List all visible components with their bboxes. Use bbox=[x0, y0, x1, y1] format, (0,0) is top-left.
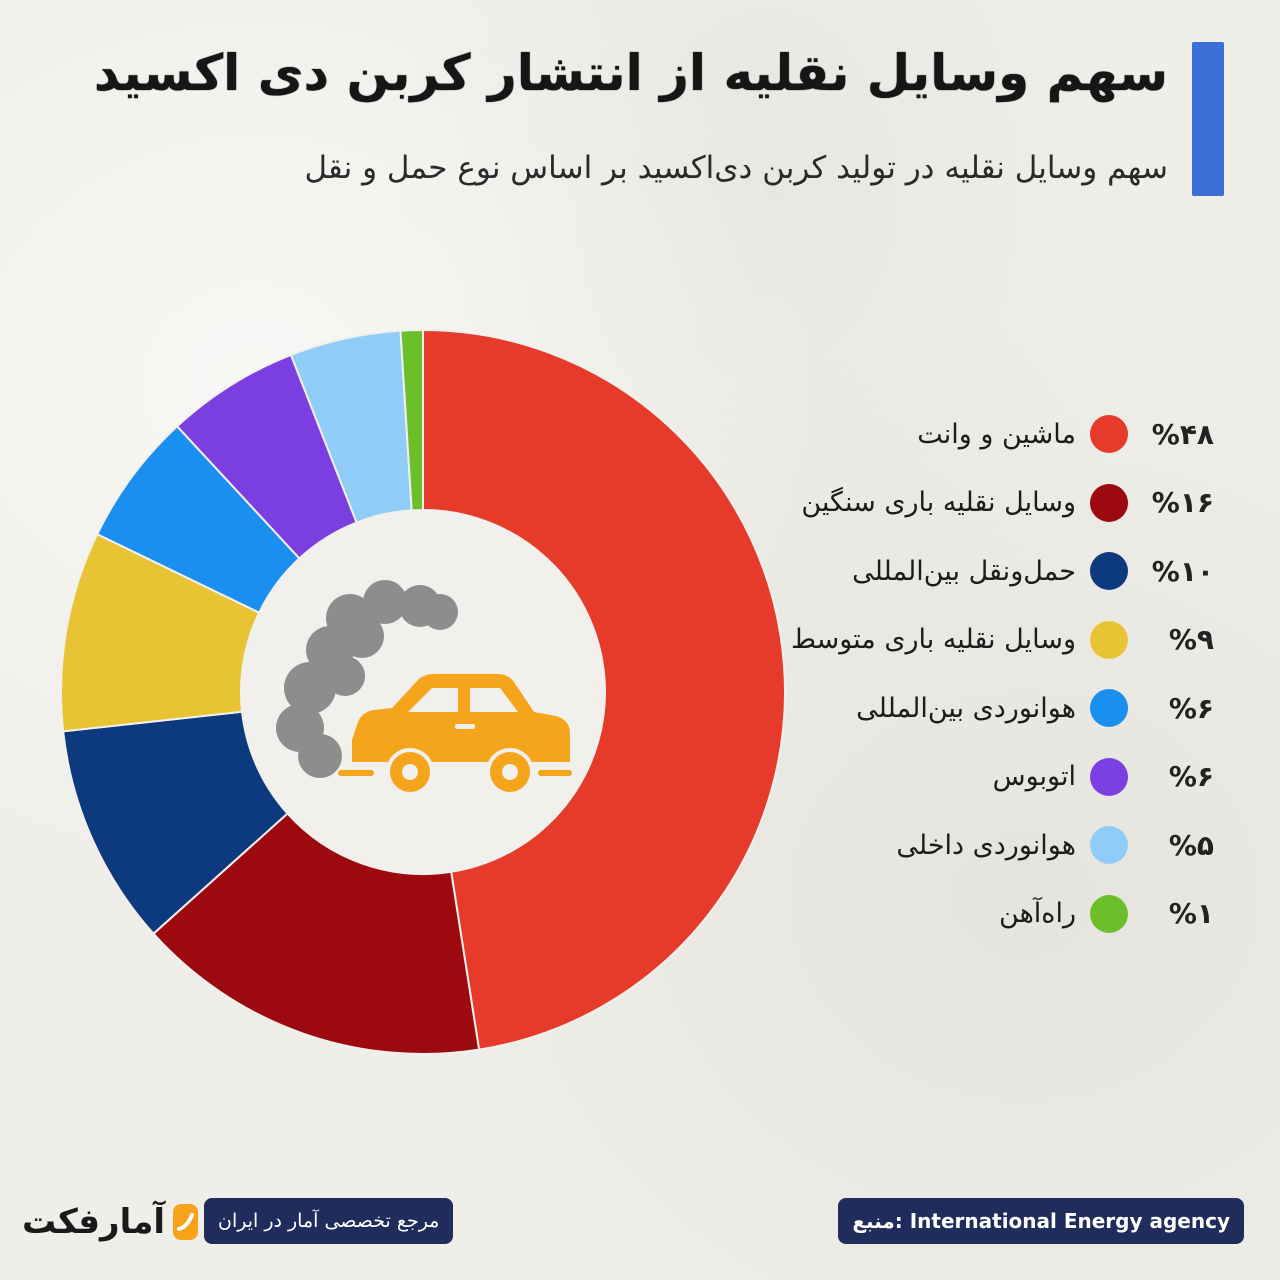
header-accent-bar bbox=[1192, 42, 1224, 196]
legend-value: %۶ bbox=[1168, 691, 1214, 725]
legend-label: وسایل نقلیه باری سنگین bbox=[801, 487, 1076, 518]
legend-swatch bbox=[1090, 757, 1128, 796]
legend-item: %۶ هوانوردی بین‌المللی bbox=[614, 688, 1214, 728]
legend-item: %۱ راه‌آهن bbox=[614, 894, 1214, 934]
legend-value: %۱۶ bbox=[1151, 486, 1214, 519]
logo-mark-icon bbox=[173, 1204, 198, 1240]
tagline-badge: مرجع تخصصی آمار در ایران bbox=[204, 1198, 454, 1244]
legend-label: حمل‌ونقل بین‌المللی bbox=[852, 555, 1076, 587]
legend-label: راه‌آهن bbox=[999, 898, 1076, 929]
legend-label: اتوبوس bbox=[992, 761, 1076, 792]
legend-swatch bbox=[1090, 826, 1128, 864]
legend-value: %۵ bbox=[1168, 828, 1214, 862]
brand-logo: آمارفکت bbox=[22, 1198, 198, 1246]
page-title: سهم وسایل نقلیه از انتشار کربن دی اکسید bbox=[93, 44, 1168, 102]
legend-item: %۶ اتوبوس bbox=[614, 757, 1214, 797]
legend-swatch bbox=[1090, 415, 1128, 453]
legend-label: هوانوردی داخلی bbox=[896, 829, 1076, 861]
legend-item: %۴۸ ماشین و وانت bbox=[614, 414, 1214, 454]
legend-label: ماشین و وانت bbox=[917, 418, 1076, 450]
chart-legend: %۴۸ ماشین و وانت %۱۶ وسایل نقلیه باری سنگین… bbox=[614, 414, 1214, 962]
legend-value: %۹ bbox=[1168, 623, 1214, 656]
legend-swatch bbox=[1090, 552, 1128, 590]
logo-text: آمارفکت bbox=[22, 1202, 166, 1242]
legend-label: هوانوردی بین‌المللی bbox=[856, 692, 1076, 724]
car-emission-icon bbox=[276, 580, 572, 796]
legend-value: %۱۰ bbox=[1151, 554, 1214, 588]
legend-item: %۵ هوانوردی داخلی bbox=[614, 825, 1214, 865]
legend-item: %۱۰ حمل‌ونقل بین‌المللی bbox=[614, 551, 1214, 591]
legend-swatch bbox=[1090, 620, 1128, 659]
legend-label: وسایل نقلیه باری متوسط bbox=[790, 624, 1076, 655]
legend-swatch bbox=[1090, 689, 1128, 727]
source-badge: منبع: International Energy agency bbox=[838, 1198, 1244, 1244]
legend-swatch bbox=[1090, 483, 1128, 522]
page-subtitle: سهم وسایل نقلیه در تولید کربن دی‌اکسید ب… bbox=[304, 150, 1168, 186]
legend-item: %۱۶ وسایل نقلیه باری سنگین bbox=[614, 483, 1214, 523]
legend-value: %۱ bbox=[1168, 897, 1214, 930]
legend-swatch bbox=[1090, 894, 1128, 933]
legend-value: %۴۸ bbox=[1151, 417, 1214, 451]
legend-value: %۶ bbox=[1168, 760, 1214, 793]
legend-item: %۹ وسایل نقلیه باری متوسط bbox=[614, 620, 1214, 660]
